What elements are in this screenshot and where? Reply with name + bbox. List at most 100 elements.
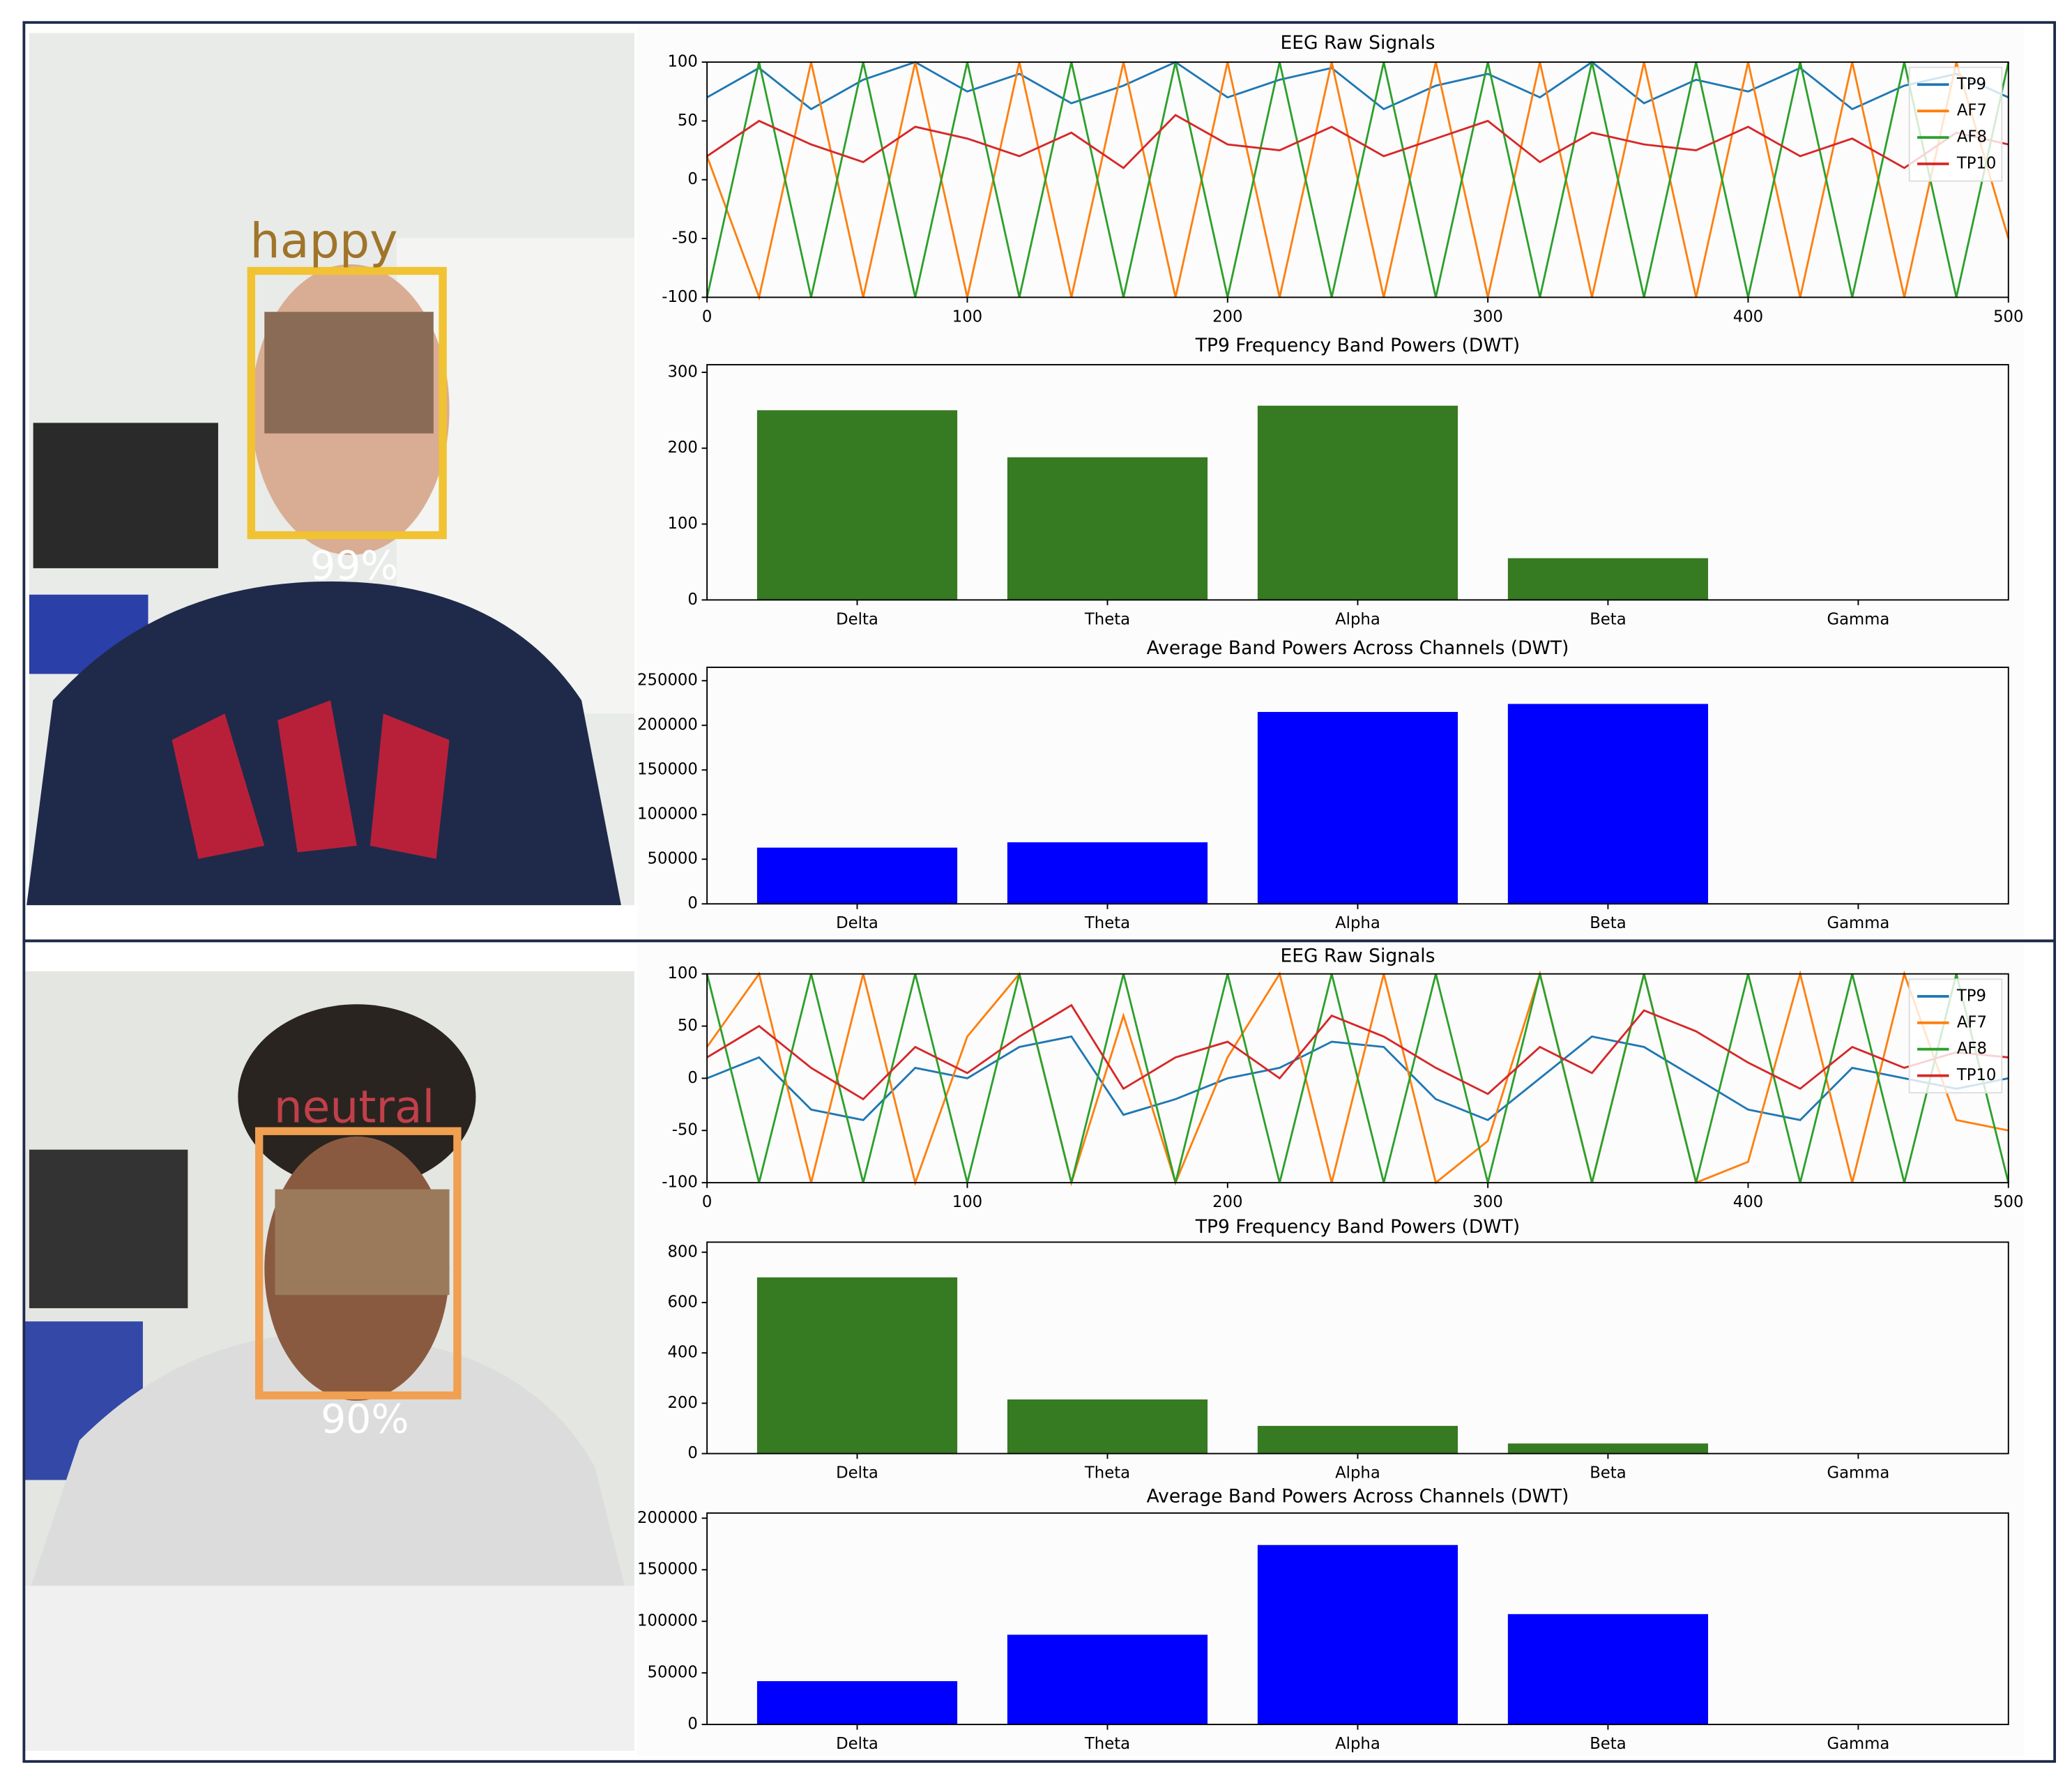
bar (1257, 1544, 1458, 1725)
signal-line (706, 114, 2009, 169)
y-tick-label: 50 (678, 1017, 698, 1035)
x-tick-label: 200 (1212, 1193, 1242, 1211)
x-tick-label: Gamma (1827, 610, 1890, 628)
y-tick-label: 0 (687, 170, 697, 188)
y-tick-label: 100000 (637, 1612, 698, 1630)
legend-label: AF7 (1957, 102, 1987, 120)
y-tick-label: 200 (667, 439, 697, 457)
plot-frame (706, 973, 2009, 1184)
bar (1257, 405, 1458, 600)
y-tick-label: 600 (667, 1293, 697, 1312)
legend-label: TP9 (1956, 987, 1986, 1005)
x-tick-label: Theta (1084, 1464, 1130, 1482)
hair (238, 1004, 476, 1190)
legend-label: TP10 (1956, 154, 1997, 172)
y-tick-label: 100 (667, 53, 697, 71)
x-tick-label: Alpha (1335, 914, 1380, 932)
x-tick-label: Alpha (1335, 1464, 1380, 1482)
confidence-label: 99% (310, 543, 398, 589)
bar (1007, 457, 1208, 600)
bar (1507, 558, 1709, 600)
x-tick-label: Beta (1590, 610, 1626, 628)
y-tick-label: 0 (687, 591, 697, 609)
chart-title: Average Band Powers Across Channels (DWT… (1147, 1486, 1569, 1508)
legend-label: AF8 (1957, 128, 1987, 146)
y-tick-label: 100 (667, 515, 697, 533)
x-tick-label: 500 (1993, 308, 2023, 326)
x-tick-label: Theta (1084, 610, 1130, 628)
x-tick-label: Alpha (1335, 610, 1380, 628)
x-tick-label: 300 (1472, 308, 1502, 326)
y-tick-label: 100 (667, 964, 697, 982)
x-tick-label: Delta (836, 1735, 878, 1753)
y-tick-label: 0 (687, 895, 697, 913)
x-tick-label: 400 (1733, 308, 1763, 326)
emotion-label: happy (250, 214, 398, 269)
chart-title: Average Band Powers Across Channels (DWT… (1147, 637, 1569, 659)
bar (1257, 712, 1458, 904)
x-tick-label: 0 (702, 1193, 712, 1211)
y-tick-label: 50000 (648, 1664, 698, 1682)
y-tick-label: 400 (667, 1344, 697, 1362)
bar (1007, 1634, 1208, 1725)
signal-line (706, 61, 2009, 111)
plot-frame (706, 61, 2009, 298)
y-tick-label: -100 (662, 1174, 698, 1192)
logo (172, 700, 450, 859)
face-mask (264, 312, 434, 434)
y-tick-label: -50 (672, 1121, 698, 1139)
legend-label: AF8 (1957, 1040, 1987, 1058)
photo-top: happy 99% (26, 33, 634, 906)
x-tick-label: 200 (1212, 308, 1242, 326)
y-tick-label: 300 (667, 363, 697, 381)
y-tick-label: 200000 (637, 1509, 698, 1527)
bar (1257, 1425, 1458, 1454)
bar (1507, 1614, 1709, 1725)
bar (1007, 842, 1208, 904)
x-tick-label: 100 (952, 1193, 982, 1211)
bar (756, 1680, 958, 1725)
signal-line (706, 61, 2010, 298)
signal-line (706, 1003, 2009, 1101)
y-tick-label: 0 (687, 1444, 697, 1462)
plot-frame (706, 364, 2009, 601)
y-tick-label: -100 (662, 288, 698, 306)
y-tick-label: 100000 (637, 805, 698, 824)
y-tick-label: 250000 (637, 671, 698, 690)
plot-frame (706, 667, 2009, 905)
photo-bottom: neutral 90% (24, 971, 634, 1751)
face-box (247, 266, 447, 540)
face-box (255, 1127, 462, 1399)
legend-label: TP9 (1956, 75, 1986, 93)
y-tick-label: 0 (687, 1069, 697, 1087)
legend-label: TP10 (1956, 1066, 1997, 1084)
y-tick-label: 150000 (637, 761, 698, 779)
x-tick-label: Beta (1590, 1464, 1626, 1482)
plot-frame (706, 1241, 2009, 1455)
x-tick-label: Alpha (1335, 1735, 1380, 1753)
bar (756, 1277, 958, 1454)
chart-title: EEG Raw Signals (1280, 946, 1435, 967)
signal-line (706, 973, 2010, 1183)
x-tick-label: Gamma (1827, 1464, 1890, 1482)
x-tick-label: 300 (1472, 1193, 1502, 1211)
x-tick-label: 400 (1733, 1193, 1763, 1211)
hoodie (26, 1333, 628, 1600)
frame (22, 939, 2057, 1763)
y-tick-label: 200000 (637, 716, 698, 734)
y-tick-label: 150000 (637, 1561, 698, 1579)
monitor (29, 1149, 188, 1309)
x-tick-label: Beta (1590, 914, 1626, 932)
legend-label: AF7 (1957, 1013, 1987, 1031)
x-tick-label: Beta (1590, 1735, 1626, 1753)
monitor (33, 423, 218, 568)
chart-title: TP9 Frequency Band Powers (DWT) (1195, 335, 1520, 356)
y-tick-label: 0 (687, 1715, 697, 1733)
chart-title: EEG Raw Signals (1280, 32, 1435, 54)
x-tick-label: Gamma (1827, 1735, 1890, 1753)
x-tick-label: Gamma (1827, 914, 1890, 932)
desk (24, 1586, 634, 1751)
legend-box (1908, 978, 2003, 1094)
